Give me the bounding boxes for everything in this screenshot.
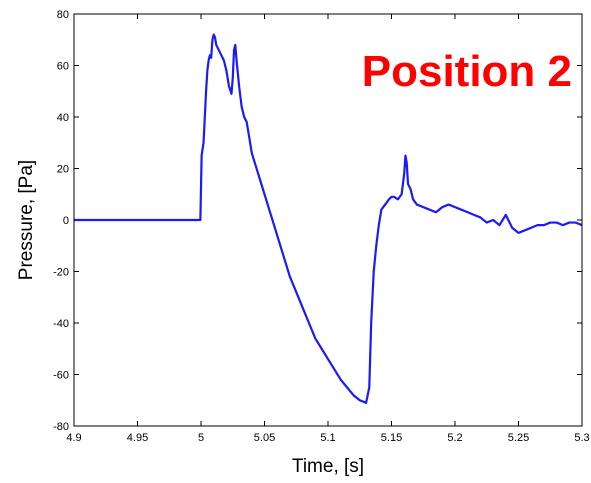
y-tick-label: 80 bbox=[57, 9, 69, 21]
x-tick-label: 4.9 bbox=[66, 432, 81, 444]
y-tick-label: -40 bbox=[53, 318, 69, 330]
y-tick-label: -80 bbox=[53, 421, 69, 433]
plot-frame bbox=[73, 13, 583, 427]
x-axis-label: Time, [s] bbox=[292, 456, 364, 477]
y-tick-label: 60 bbox=[57, 61, 69, 73]
y-tick-label: 20 bbox=[57, 164, 69, 176]
x-tick-label: 5.3 bbox=[574, 432, 589, 444]
series-line-pressure bbox=[74, 33, 583, 404]
x-tick-label: 4.95 bbox=[127, 432, 148, 444]
position-annotation: Position 2 bbox=[362, 47, 572, 96]
x-tick-label: 5.05 bbox=[254, 432, 275, 444]
x-tick-label: 5 bbox=[198, 432, 204, 444]
tick-labels: 4.9 4.95 5 5.05 5.1 5.15 5.2 5.25 5.3 -80 -60 -40 -2… bbox=[53, 9, 590, 444]
x-tick-label: 5.1 bbox=[320, 432, 335, 444]
x-tick-label: 5.25 bbox=[508, 432, 529, 444]
x-tick-label: 5.2 bbox=[447, 432, 462, 444]
y-tick-label: -20 bbox=[53, 267, 69, 279]
y-tick-label: 0 bbox=[63, 215, 69, 227]
y-tick-label: -60 bbox=[53, 370, 69, 382]
y-axis-label: Pressure, [Pa] bbox=[16, 160, 37, 280]
x-tick-label: 5.15 bbox=[381, 432, 402, 444]
y-tick-label: 40 bbox=[57, 112, 69, 124]
